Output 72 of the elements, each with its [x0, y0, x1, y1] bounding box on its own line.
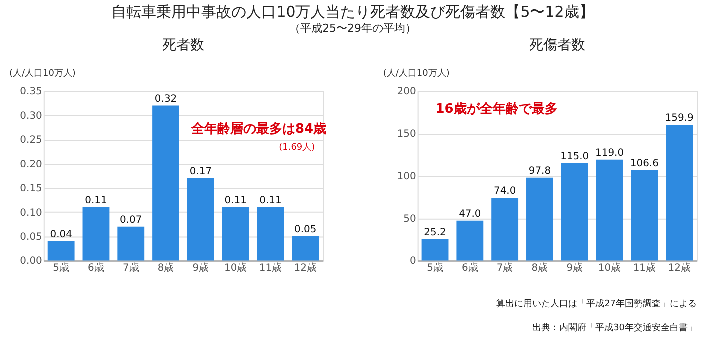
y-axis-title: (人/人口10万人) — [383, 68, 450, 79]
bar — [561, 163, 588, 261]
data-label: 0.17 — [190, 166, 212, 178]
x-tick-label: 11歳 — [633, 262, 656, 274]
y-tick-label: 200 — [397, 86, 416, 98]
data-label: 74.0 — [494, 186, 516, 198]
data-label: 0.11 — [260, 195, 282, 206]
x-tick-label: 6歳 — [88, 262, 104, 274]
x-tick-label: 12歳 — [668, 262, 691, 274]
data-label: 115.0 — [560, 151, 590, 162]
x-tick-label: 9歳 — [192, 262, 210, 274]
bar — [257, 207, 284, 261]
text: （平成25〜29年の平均） — [290, 22, 416, 35]
x-tick-label: 10歳 — [224, 262, 248, 274]
bar — [596, 160, 624, 261]
bar — [526, 178, 554, 261]
data-label: 159.9 — [665, 113, 694, 124]
x-tick-label: 8歳 — [158, 262, 174, 274]
y-tick-label: 150 — [397, 129, 416, 140]
bar — [666, 125, 694, 261]
bar — [187, 178, 214, 261]
x-tick-label: 12歳 — [294, 262, 317, 274]
data-label: 25.2 — [424, 227, 446, 238]
data-label: 0.07 — [120, 214, 142, 226]
bar — [152, 106, 180, 261]
x-tick-label: 10歳 — [598, 262, 622, 274]
annotation: (1.69人) — [279, 142, 316, 154]
data-label: 0.32 — [154, 94, 178, 105]
annotation: 全年齢層の最多は84歳 — [190, 122, 326, 138]
text: 自転車乗用中事故の人口10万人当たり死者数及び死傷者数【5〜12歳】 — [112, 2, 594, 21]
data-label: 97.8 — [528, 166, 552, 177]
bar — [422, 239, 449, 261]
y-axis-title: (人/人口10万人) — [9, 68, 76, 79]
bar — [118, 226, 145, 261]
y-tick-label: 0.25 — [20, 135, 42, 146]
data-label: 0.11 — [224, 195, 247, 206]
bar — [456, 220, 484, 261]
bar — [292, 236, 320, 261]
bar — [492, 198, 519, 261]
data-label: 47.0 — [459, 208, 482, 220]
y-tick-label: 0.35 — [20, 86, 42, 98]
y-tick-label: 0.10 — [20, 208, 42, 219]
data-label: 0.05 — [294, 224, 317, 236]
y-tick-label: 0 — [410, 256, 416, 268]
annotation: 16歳が全年齢で最多 — [436, 102, 558, 118]
x-tick-label: 7歳 — [122, 262, 140, 274]
y-tick-label: 50 — [404, 214, 416, 225]
y-tick-label: 0.00 — [20, 256, 42, 268]
data-label: 119.0 — [596, 148, 624, 159]
data-label: 106.6 — [630, 158, 659, 170]
x-tick-label: 9歳 — [566, 262, 584, 274]
data-label: 0.04 — [50, 229, 72, 240]
y-tick-label: 0.30 — [20, 110, 42, 122]
chart-title: 死者数 — [162, 37, 204, 54]
x-tick-label: 6歳 — [462, 262, 478, 274]
x-tick-label: 5歳 — [427, 262, 444, 274]
text: 算出に用いた人口は「平成27年国勢調査」による — [496, 298, 698, 310]
x-tick-label: 5歳 — [53, 262, 70, 274]
y-tick-label: 0.05 — [20, 232, 42, 244]
y-tick-label: 0.20 — [20, 159, 42, 170]
source-note: 出典：内閣府「平成30年交通安全白書」 — [532, 322, 698, 334]
bar — [48, 241, 75, 261]
y-tick-label: 100 — [397, 171, 416, 182]
chart-title: 死傷者数 — [529, 37, 586, 54]
bar — [222, 207, 250, 261]
x-tick-label: 7歳 — [496, 262, 514, 274]
data-label: 0.11 — [85, 195, 108, 206]
x-tick-label: 11歳 — [259, 262, 282, 274]
x-tick-label: 8歳 — [532, 262, 548, 274]
bar — [82, 207, 110, 261]
y-tick-label: 0.15 — [20, 184, 42, 195]
bar — [631, 170, 658, 261]
